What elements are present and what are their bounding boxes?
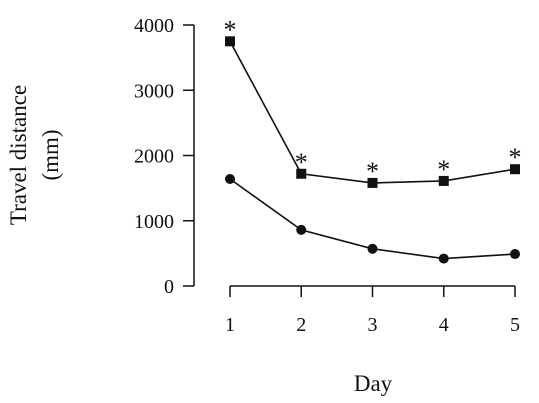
- y-axis-title-line-2: (mm): [38, 129, 63, 180]
- y-tick-label: 2000: [134, 146, 174, 168]
- x-tick-label: 5: [510, 314, 520, 336]
- series-circle: [225, 173, 520, 264]
- x-axis-title: Day: [354, 371, 393, 396]
- x-tick-label: 2: [296, 314, 306, 336]
- x-tick-label: 3: [368, 314, 378, 336]
- y-tick-label: 3000: [134, 80, 174, 102]
- y-tick-label: 1000: [134, 211, 174, 233]
- data-point-circle: [438, 253, 449, 264]
- data-point-circle: [367, 243, 378, 254]
- data-point-circle: [225, 173, 235, 184]
- series-layer: * * * * *: [224, 15, 522, 264]
- significance-marker: *: [509, 143, 522, 172]
- y-axis-title: Travel distance (mm): [6, 85, 63, 225]
- data-point-circle: [296, 224, 307, 235]
- y-axis-title-line-1: Travel distance: [6, 85, 31, 225]
- x-tick-label: 1: [225, 314, 235, 336]
- significance-marker: *: [366, 157, 379, 186]
- y-tick-label: 0: [164, 276, 174, 298]
- data-point-square: [225, 36, 235, 47]
- y-axis: 0 1000 2000 3000 4000: [134, 15, 195, 298]
- x-axis: 1 2 3 4 5: [225, 285, 520, 336]
- significance-marker: *: [437, 155, 450, 184]
- y-ticks: 0 1000 2000 3000 4000: [134, 15, 194, 298]
- significance-marker: *: [295, 148, 308, 177]
- series-square: * * * * *: [224, 15, 522, 188]
- data-point-square: [367, 177, 378, 188]
- x-ticks: 1 2 3 4 5: [225, 286, 520, 336]
- data-point-square: [510, 164, 520, 175]
- significance-marker: *: [224, 15, 237, 44]
- data-point-square: [296, 168, 307, 179]
- y-tick-label: 4000: [134, 15, 174, 37]
- data-point-circle: [510, 249, 520, 260]
- data-point-square: [438, 175, 449, 186]
- x-tick-label: 4: [439, 314, 449, 336]
